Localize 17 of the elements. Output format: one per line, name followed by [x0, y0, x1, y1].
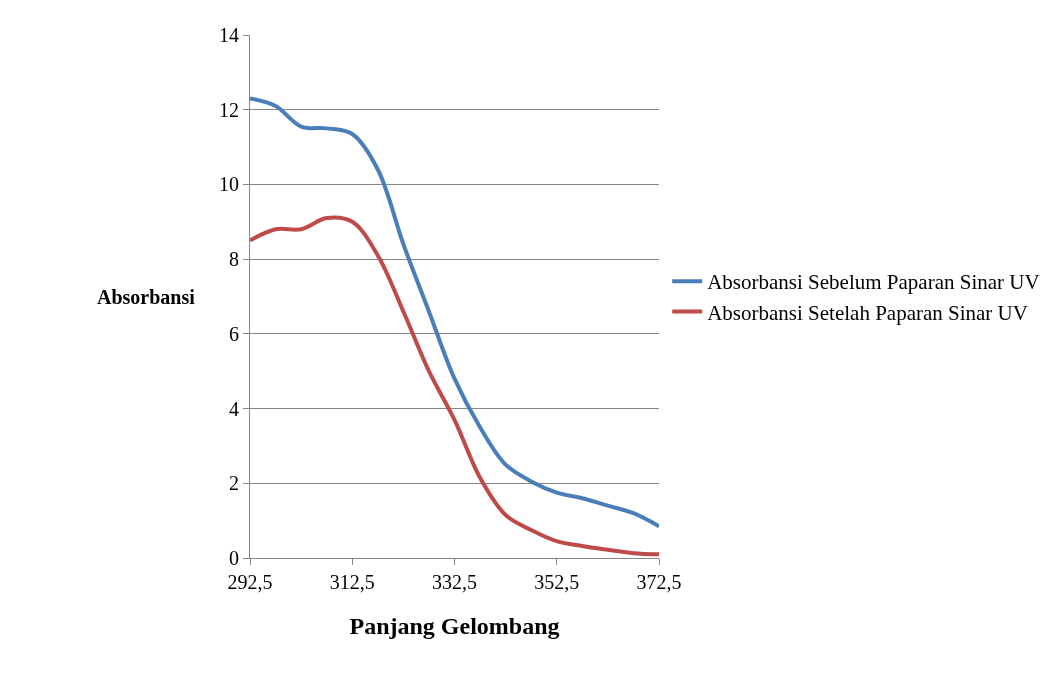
y-tick-label: 6	[229, 322, 239, 345]
y-tick-label: 12	[219, 98, 239, 121]
x-tick-label: 352,5	[534, 571, 580, 593]
y-axis-title: Absorbansi	[97, 286, 196, 308]
legend-label: Absorbansi Setelah Paparan Sinar UV	[707, 300, 1028, 325]
x-tick-label: 312,5	[329, 571, 375, 593]
y-tick-label: 0	[229, 547, 239, 569]
y-tick-label: 2	[229, 472, 239, 495]
x-tick-label: 372,5	[636, 571, 682, 593]
legend-label: Absorbansi Sebelum Paparan Sinar UV	[707, 270, 1040, 295]
y-tick-label: 14	[219, 24, 239, 46]
y-tick-label: 8	[229, 248, 239, 271]
x-axis-title: Panjang Gelombang	[349, 613, 560, 640]
y-tick-label: 4	[229, 397, 239, 420]
y-tick-label: 10	[219, 173, 239, 196]
x-tick-label: 292,5	[227, 571, 273, 593]
x-tick-label: 332,5	[432, 571, 477, 593]
